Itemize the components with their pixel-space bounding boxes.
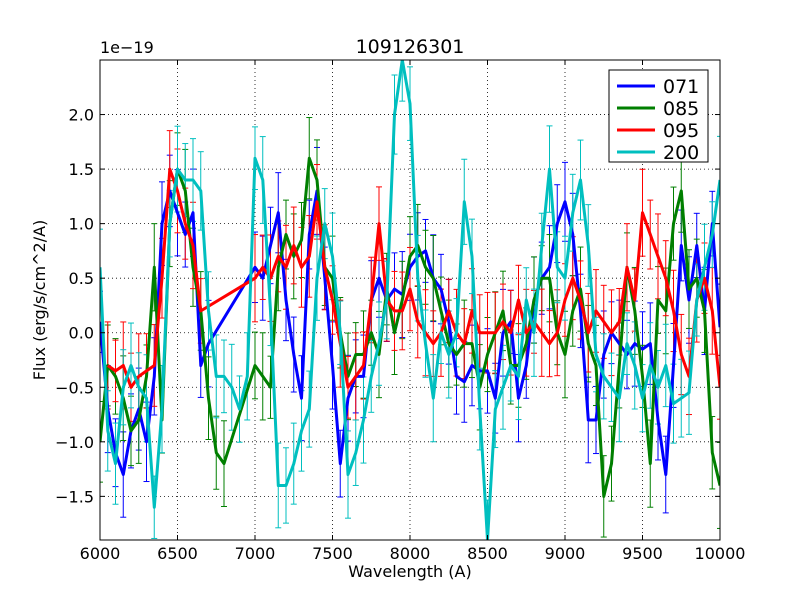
y-tick-label: 1.5 (69, 160, 94, 179)
y-tick-label: 2.0 (69, 106, 94, 125)
error-bar (100, 401, 103, 483)
x-axis-label: Wavelength (A) (348, 562, 471, 581)
x-tick-label: 7000 (235, 544, 276, 563)
x-tick-label: 6000 (80, 544, 121, 563)
series-line-200 (100, 60, 720, 540)
series-line-095 (106, 167, 720, 389)
x-tick-label: 10000 (695, 544, 746, 563)
legend-label-095: 095 (663, 120, 699, 142)
y-axis-ticks: −1.5 −1.0 −0.5 0.0 0.5 1.0 1.5 2.0 (55, 106, 720, 506)
y-tick-label: −0.5 (55, 378, 94, 397)
legend-label-085: 085 (663, 98, 699, 120)
series-lines (100, 60, 720, 540)
y-tick-label: −1.0 (55, 433, 94, 452)
x-axis-ticks: 6000 6500 7000 7500 8000 8500 9000 9500 10000 (80, 60, 746, 563)
y-tick-label: −1.5 (55, 487, 94, 506)
legend-label-071: 071 (663, 76, 699, 98)
error-bar (717, 441, 720, 529)
x-tick-label: 9500 (622, 544, 663, 563)
legend-label-200: 200 (663, 142, 699, 164)
error-bar (399, 60, 406, 102)
x-tick-label: 8500 (467, 544, 508, 563)
y-axis-label: Flux (erg/s/cm^2/A) (30, 220, 49, 381)
y-tick-label: 0.0 (69, 324, 94, 343)
x-tick-label: 7500 (312, 544, 353, 563)
chart-title: 109126301 (356, 36, 465, 58)
x-tick-label: 6500 (157, 544, 198, 563)
y-tick-label: 1.0 (69, 215, 94, 234)
x-tick-label: 8000 (390, 544, 431, 563)
offset-text: 1e−19 (100, 38, 154, 57)
x-tick-label: 9000 (545, 544, 586, 563)
y-tick-label: 0.5 (69, 269, 94, 288)
